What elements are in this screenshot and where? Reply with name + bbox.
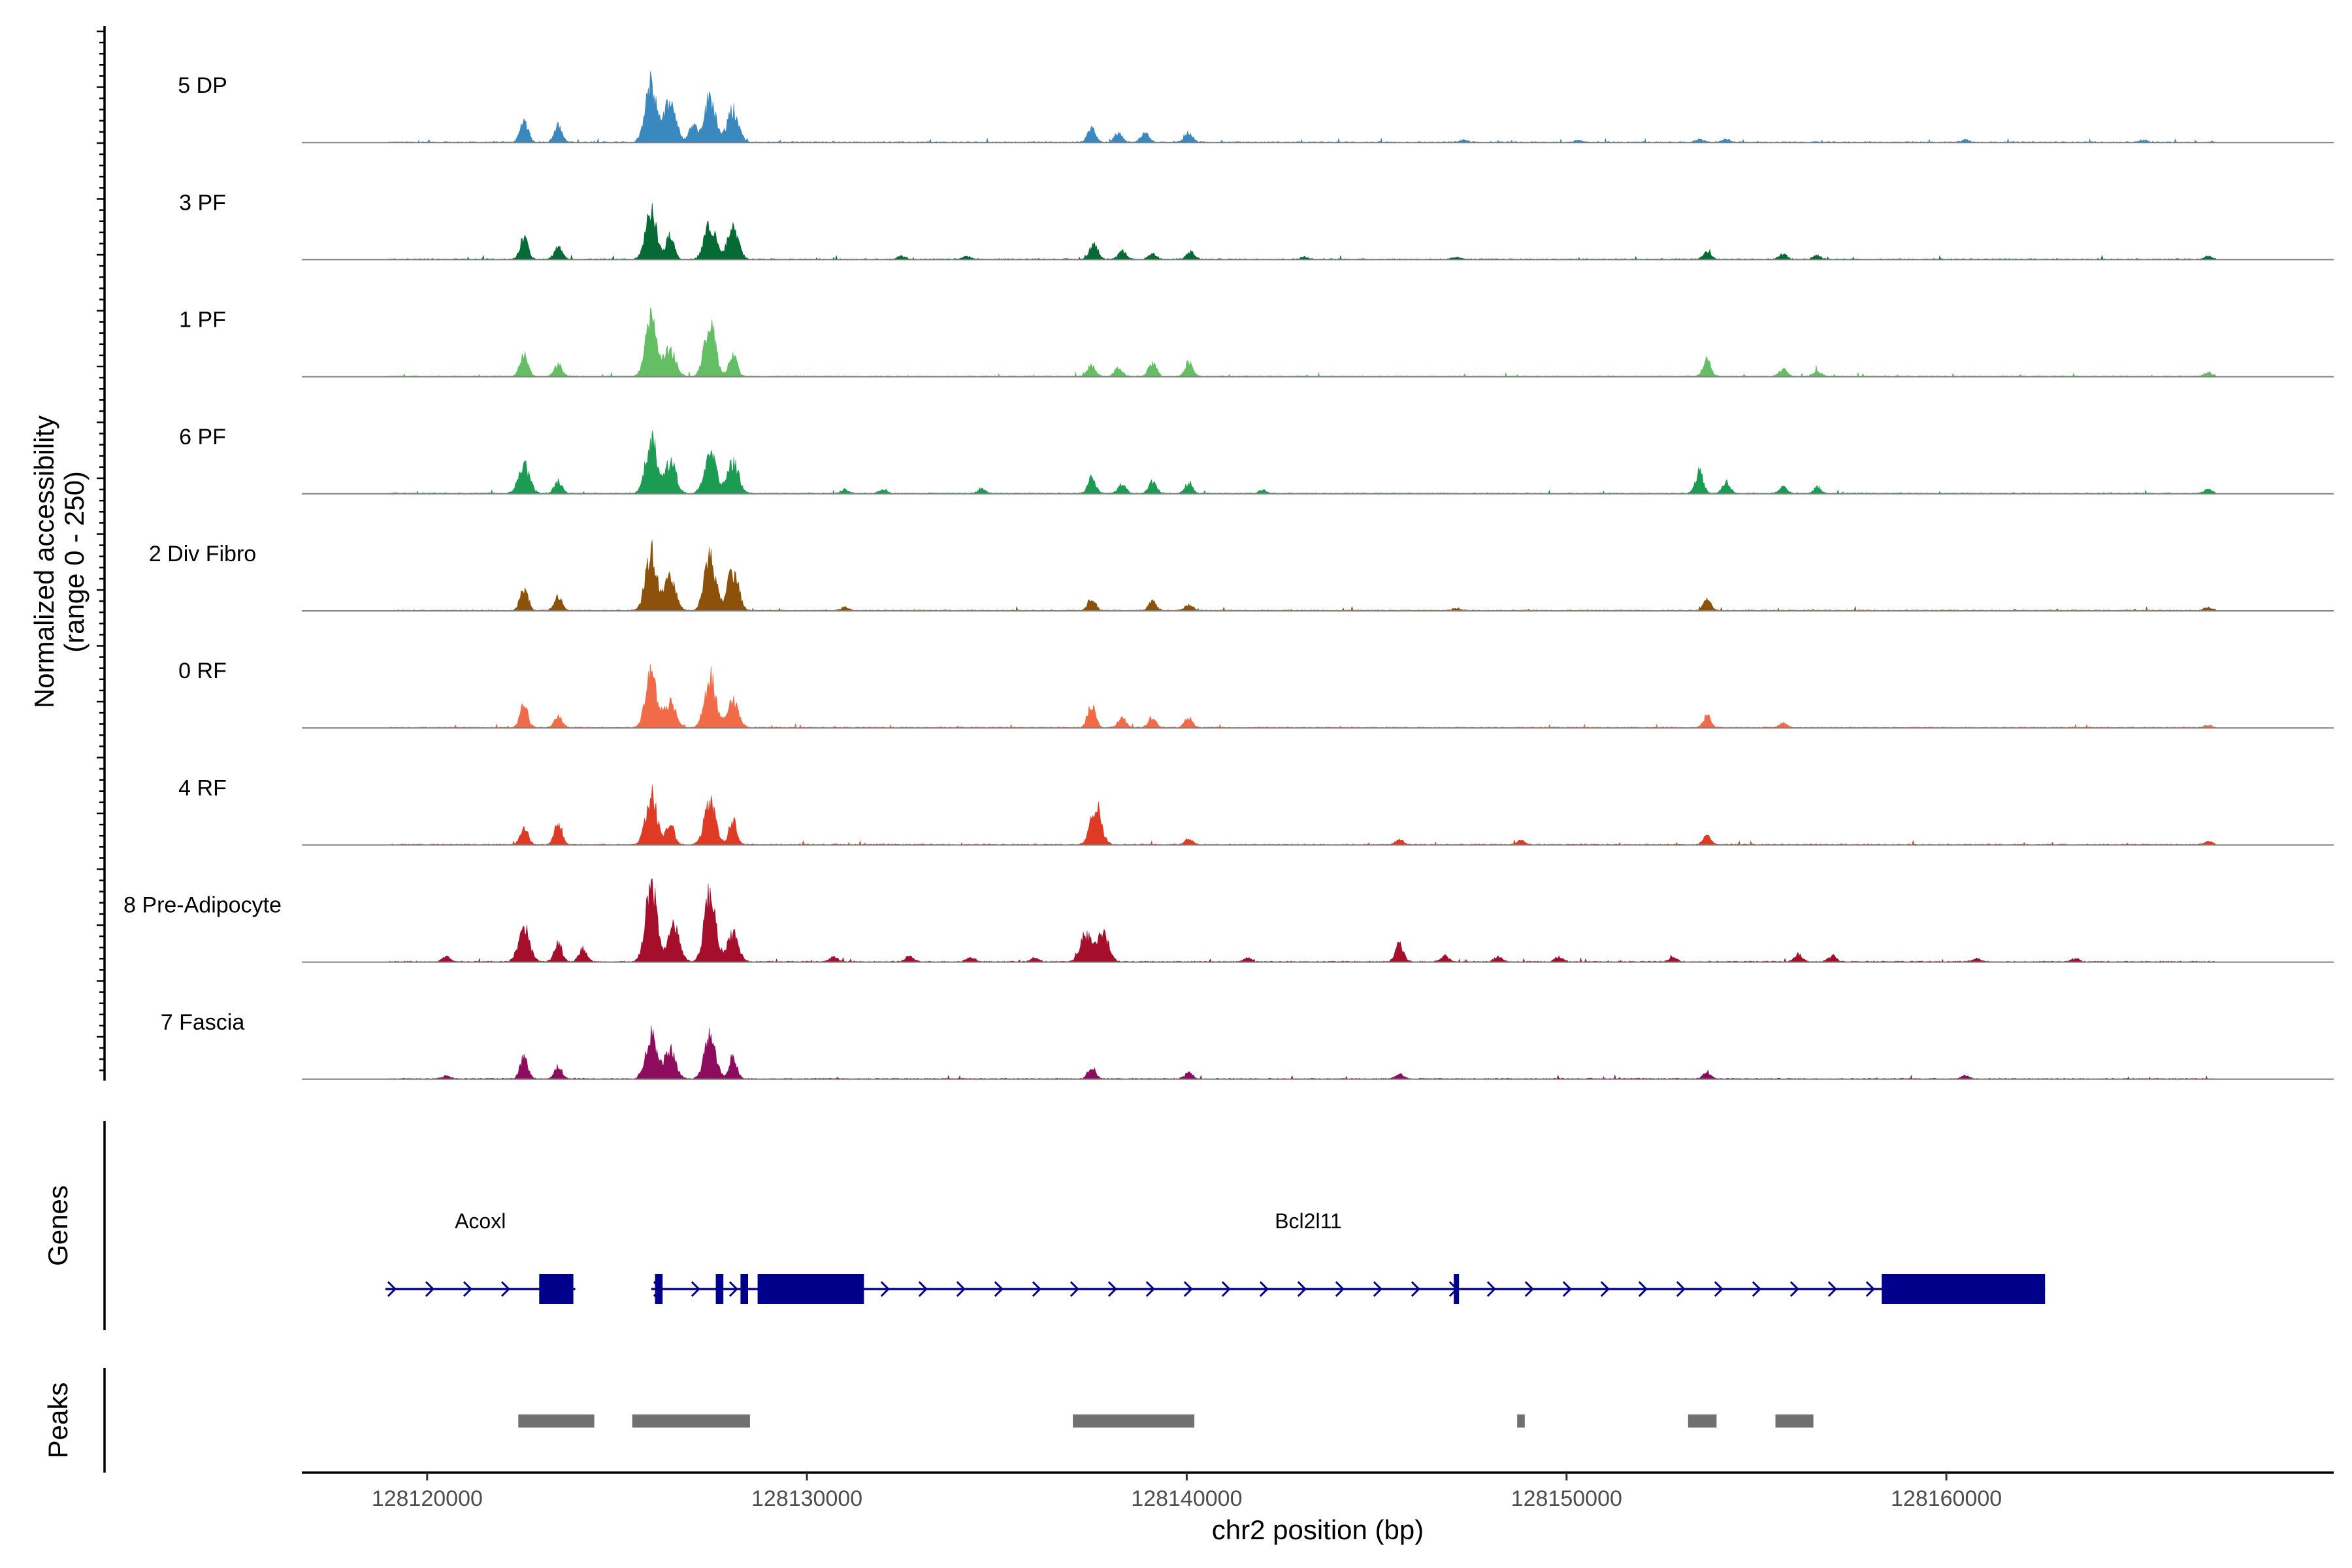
track-0-rf: 0 RF <box>178 659 2334 729</box>
track-1-pf: 1 PF <box>179 307 2334 378</box>
y-axis-title-line2: (range 0 - 250) <box>59 471 90 653</box>
track-label: 2 Div Fibro <box>149 542 256 566</box>
strand-arrow <box>387 1281 397 1298</box>
peak-region <box>1517 1414 1525 1428</box>
track-label: 5 DP <box>178 73 227 98</box>
track-label: 3 PF <box>179 190 226 215</box>
track-label: 6 PF <box>179 425 226 449</box>
strand-arrow <box>1486 1281 1496 1298</box>
coverage-area <box>389 540 2217 612</box>
gene-label: Acoxl <box>455 1209 506 1233</box>
track-4-rf: 4 RF <box>178 776 2334 846</box>
genes-panel-label: Genes <box>42 1185 73 1266</box>
x-tick-label: 128150000 <box>1511 1486 1622 1511</box>
strand-arrow <box>1373 1281 1382 1298</box>
gene-exon <box>655 1274 663 1304</box>
track-label: 1 PF <box>179 308 226 333</box>
strand-arrow <box>956 1281 966 1298</box>
strand-arrow <box>691 1281 700 1298</box>
gene-exon <box>757 1274 864 1304</box>
x-tick-label: 128130000 <box>751 1486 862 1511</box>
strand-arrow <box>994 1281 1004 1298</box>
strand-arrow <box>1600 1281 1610 1298</box>
track-label: 8 Pre-Adipocyte <box>123 893 282 918</box>
coverage-area <box>389 1025 2217 1080</box>
coverage-area <box>389 430 2217 495</box>
coverage-area <box>389 784 2217 845</box>
gene-exon <box>1454 1274 1460 1304</box>
peak-region <box>1073 1414 1195 1428</box>
strand-arrow <box>463 1281 473 1298</box>
track-3-pf: 3 PF <box>179 190 2334 261</box>
gene-acoxl: Acoxl <box>385 1209 576 1304</box>
peak-region <box>632 1414 750 1428</box>
track-7-fascia: 7 Fascia <box>161 1010 2334 1080</box>
track-label: 4 RF <box>178 776 227 800</box>
strand-arrow <box>1789 1281 1799 1298</box>
track-5-dp: 5 DP <box>178 71 2334 144</box>
x-tick-label: 128120000 <box>372 1486 483 1511</box>
strand-arrow <box>1070 1281 1079 1298</box>
strand-arrow <box>1714 1281 1723 1298</box>
strand-arrow <box>1638 1281 1648 1298</box>
track-8-pre-adipocyte: 8 Pre-Adipocyte <box>123 878 2334 963</box>
gene-exon <box>715 1274 724 1304</box>
strand-arrow <box>1221 1281 1231 1298</box>
x-tick-label: 128140000 <box>1131 1486 1242 1511</box>
x-axis-title: chr2 position (bp) <box>1212 1514 1424 1545</box>
coverage-area <box>389 307 2217 378</box>
peak-region <box>518 1414 595 1428</box>
strand-arrow <box>1676 1281 1686 1298</box>
coverage-y-axis <box>97 26 106 1081</box>
coverage-area <box>388 664 2217 728</box>
strand-arrow <box>500 1281 511 1298</box>
strand-arrow <box>1032 1281 1041 1298</box>
peak-region <box>1775 1414 1814 1428</box>
strand-arrow <box>1335 1281 1345 1298</box>
track-label: 7 Fascia <box>161 1010 245 1035</box>
strand-arrow <box>1107 1281 1117 1298</box>
strand-arrow <box>1183 1281 1193 1298</box>
gene-exon <box>539 1274 574 1304</box>
gene-exon <box>740 1274 748 1304</box>
y-axis-title-line1: Normalized accessibility <box>29 416 59 708</box>
strand-arrow <box>728 1281 738 1298</box>
gene-exon <box>1882 1274 2046 1304</box>
strand-arrow <box>425 1281 435 1298</box>
x-axis-ticks: 128120000 128130000 128140000 128150000 1281… <box>372 1473 2002 1511</box>
gene-annotation-track: Acoxl Bcl2l11 <box>385 1209 2046 1304</box>
peaks-panel-label: Peaks <box>42 1382 73 1459</box>
coverage-area <box>389 878 2216 963</box>
strand-arrow <box>1752 1281 1761 1298</box>
strand-arrow <box>1865 1281 1875 1298</box>
strand-arrow <box>1827 1281 1837 1298</box>
x-tick-label: 128160000 <box>1891 1486 2002 1511</box>
strand-arrow <box>1524 1281 1534 1298</box>
track-label: 0 RF <box>178 659 227 683</box>
strand-arrow <box>1411 1281 1420 1298</box>
strand-arrow <box>1562 1281 1572 1298</box>
strand-arrow <box>880 1281 890 1298</box>
strand-arrow <box>1297 1281 1307 1298</box>
gene-label: Bcl2l11 <box>1275 1209 1342 1233</box>
strand-arrow <box>918 1281 928 1298</box>
strand-arrow <box>1259 1281 1269 1298</box>
track-6-pf: 6 PF <box>179 425 2334 495</box>
strand-arrow <box>1145 1281 1155 1298</box>
peak-region <box>1688 1414 1717 1428</box>
coverage-area <box>389 71 2217 143</box>
coverage-tracks: 5 DP 3 PF 1 PF 6 PF 2 Div Fibro 0 RF 4 RF 8 Pre… <box>123 71 2334 1080</box>
gene-bcl2l11: Bcl2l11 <box>651 1209 2046 1304</box>
coverage-area <box>389 203 2217 260</box>
peak-regions-track <box>518 1414 1814 1428</box>
track-2-div-fibro: 2 Div Fibro <box>149 540 2334 612</box>
